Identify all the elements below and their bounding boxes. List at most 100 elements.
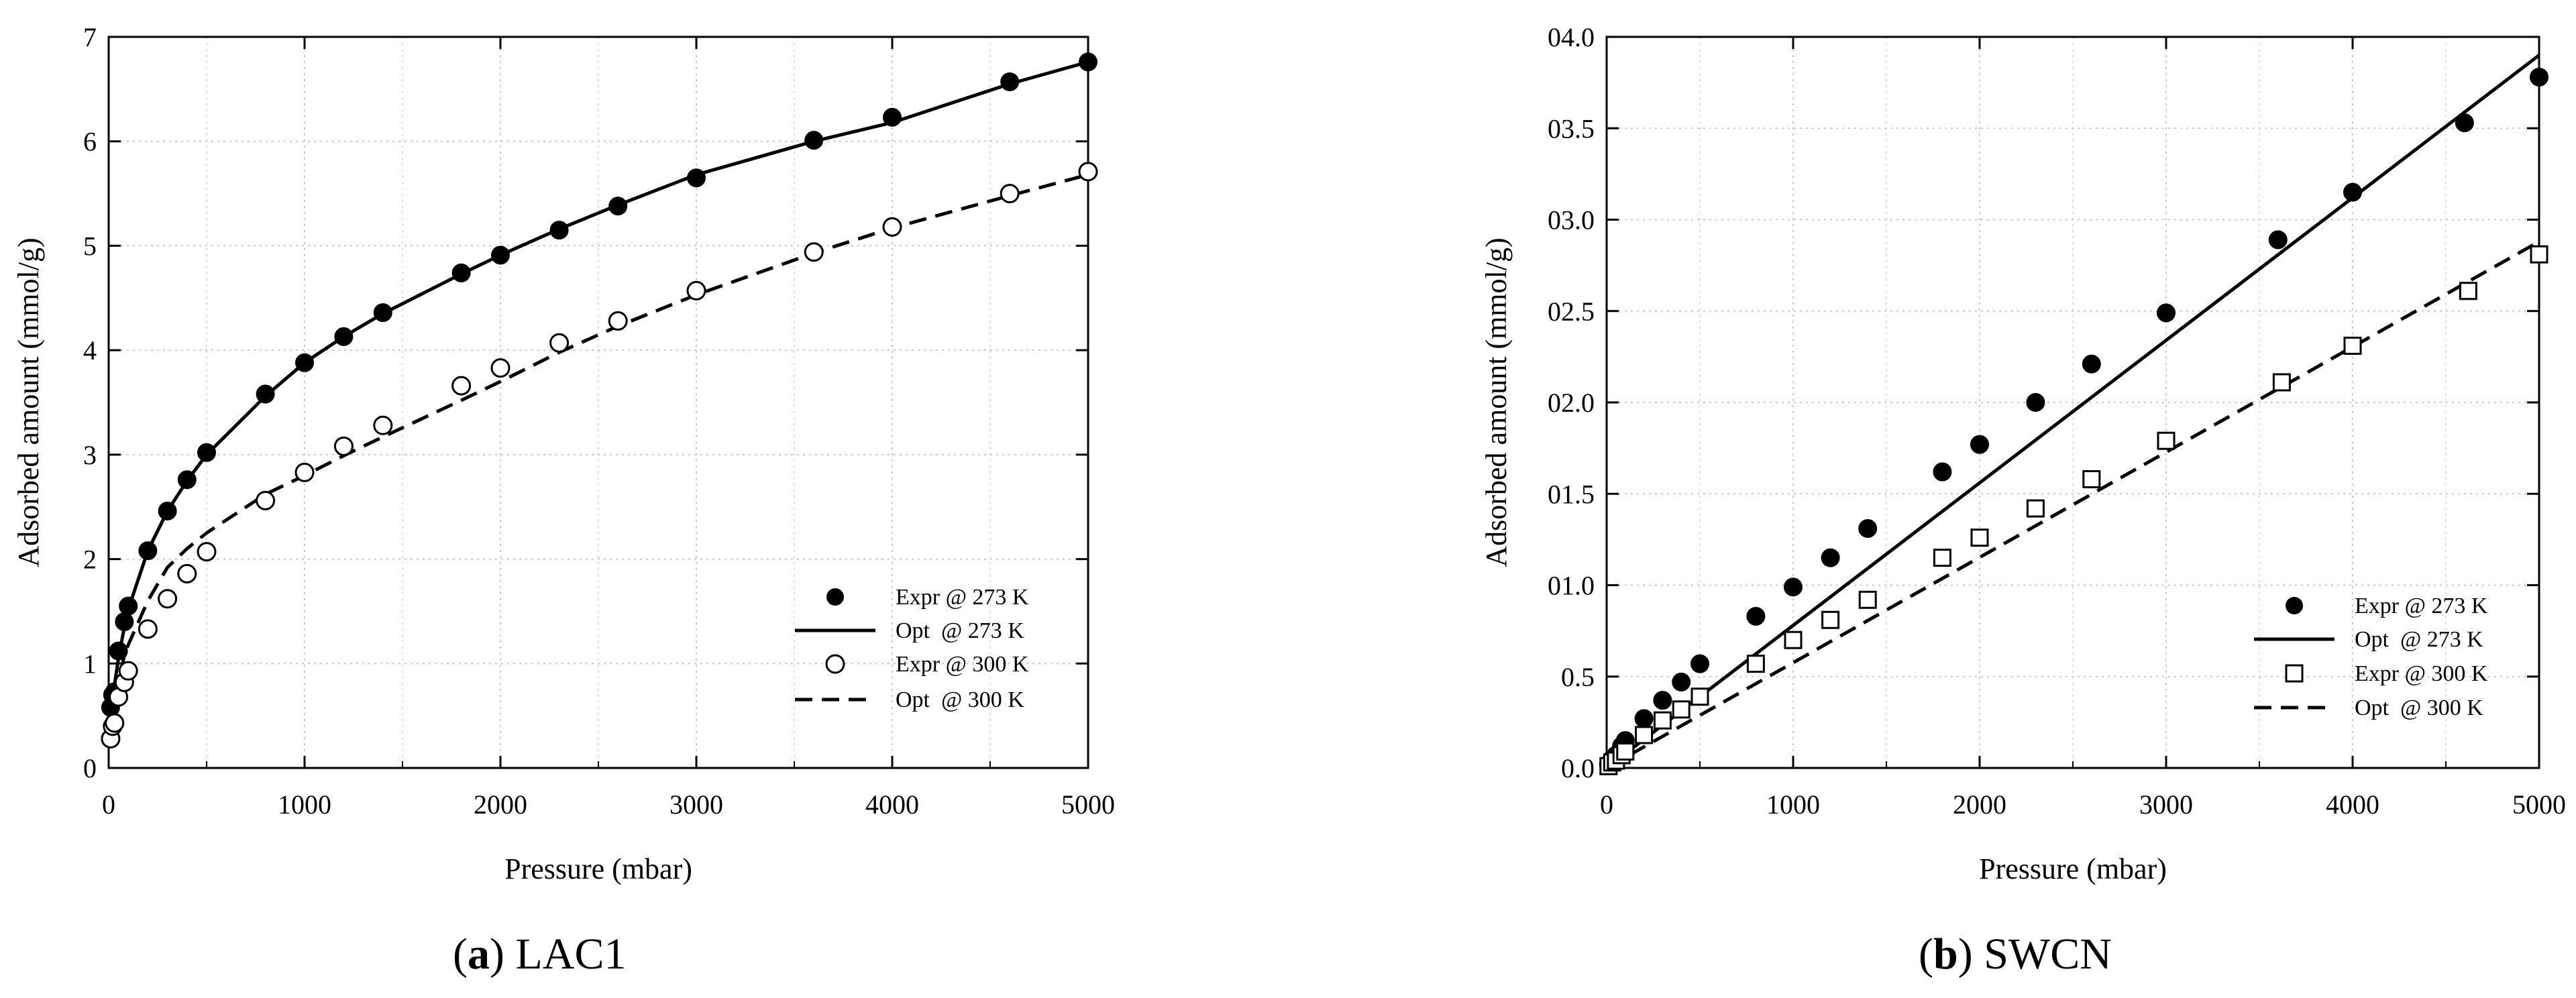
y-tick-label: 01.0 [1548, 571, 1595, 601]
data-point-300k [177, 563, 197, 584]
series-line-300k [109, 173, 1089, 727]
legend-marker-swatch [826, 588, 844, 606]
data-point-273k [1970, 435, 1989, 454]
data-point-273k [1690, 654, 1709, 673]
data-point-273k [2343, 182, 2362, 202]
x-axis-label: Pressure (mbar) [504, 852, 692, 885]
data-point-300k [1970, 529, 1989, 547]
legend-label: Expr @ 300 K [896, 652, 1029, 677]
y-tick-label: 02.0 [1548, 388, 1595, 418]
data-point-300k [1672, 700, 1690, 719]
legend-marker-swatch [2286, 597, 2303, 614]
y-tick-label: 3 [83, 440, 97, 470]
caption-text: SWCN [1984, 930, 2112, 979]
data-point-273k [1653, 691, 1672, 710]
data-point-300k [2272, 373, 2291, 392]
caption-letter: b [1933, 930, 1958, 979]
data-point-273k [197, 443, 216, 462]
data-point-300k [549, 333, 570, 353]
data-point-273k [1821, 548, 1840, 567]
legend-marker-swatch [2285, 664, 2304, 683]
data-point-273k [2455, 113, 2474, 133]
data-point-273k [115, 612, 134, 631]
data-point-300k [451, 376, 472, 396]
data-point-273k [1933, 462, 1952, 482]
data-point-300k [804, 242, 824, 262]
data-point-273k [1079, 52, 1097, 72]
caption-lac1: (a) LAC1 [453, 930, 627, 979]
y-tick-label: 5 [83, 231, 97, 261]
data-point-273k [256, 384, 275, 404]
legend-label: Opt @ 300 K [2355, 696, 2483, 720]
chart-swcn: 0 1000 2000 3000 4000 5000 0.0 0.5 01.0 01.5 02.0 0… [1480, 22, 2566, 885]
x-tick-label: 4000 [865, 789, 919, 820]
data-point-300k [1653, 711, 1672, 730]
data-point-300k [256, 490, 276, 510]
data-point-273k [2026, 393, 2045, 412]
y-tick-label: 6 [83, 127, 97, 157]
data-point-273k [883, 107, 902, 127]
data-point-273k [608, 197, 628, 216]
x-tick-label: 5000 [2512, 789, 2566, 820]
data-point-273k [109, 641, 128, 661]
data-point-300k [1000, 184, 1020, 204]
y-tick-label: 1 [83, 649, 97, 679]
y-tick-label: 0.5 [1561, 662, 1595, 692]
legend-marker-swatch [825, 654, 845, 674]
data-point-300k [1858, 590, 1877, 609]
data-point-300k [2157, 431, 2176, 450]
series-line-300k [1605, 240, 2540, 770]
data-point-273k [687, 168, 706, 188]
y-tick-label: 7 [83, 22, 97, 52]
x-axis-label: Pressure (mbar) [1979, 852, 2167, 885]
data-point-273k [491, 245, 510, 265]
y-tick-label: 2 [83, 545, 97, 575]
data-point-300k [490, 358, 511, 378]
data-point-300k [197, 542, 217, 562]
data-point-300k [1635, 726, 1654, 744]
x-tick-label: 1000 [278, 789, 331, 820]
legend-label: Opt @ 273 K [2355, 627, 2483, 652]
y-tick-label: 0.0 [1561, 753, 1595, 783]
data-point-300k [333, 436, 354, 456]
x-tick-label: 5000 [1061, 789, 1115, 820]
x-tick-label: 2000 [1953, 789, 2006, 820]
data-point-273k [2268, 230, 2288, 249]
x-tick-label: 3000 [2139, 789, 2193, 820]
data-point-273k [549, 221, 569, 240]
y-tick-label: 02.5 [1548, 296, 1595, 327]
data-point-300k [1784, 630, 1803, 649]
data-point-273k [804, 131, 824, 150]
legend-label: Expr @ 273 K [896, 585, 1029, 610]
data-point-273k [177, 470, 197, 490]
y-tick-label: 0 [83, 753, 97, 783]
legend-label: Expr @ 300 K [2355, 661, 2488, 686]
data-point-273k [2157, 303, 2176, 323]
y-tick-label: 04.0 [1548, 22, 1595, 52]
legend-label: Expr @ 273 K [2355, 594, 2488, 618]
x-tick-label: 0 [102, 789, 115, 820]
x-tick-label: 0 [1600, 789, 1613, 820]
data-point-300k [373, 415, 393, 435]
data-point-300k [882, 217, 902, 237]
data-point-300k [608, 311, 628, 331]
data-point-300k [1078, 162, 1098, 182]
data-point-300k [1616, 742, 1635, 761]
series-line-273k [1605, 54, 2540, 769]
x-tick-label: 1000 [1766, 789, 1820, 820]
data-point-273k [1858, 519, 1878, 539]
data-point-300k [2343, 337, 2362, 355]
y-axis-label: Adsorbed amount (mmol/g) [12, 237, 45, 567]
data-point-273k [158, 501, 177, 520]
data-point-273k [2082, 354, 2101, 374]
x-tick-label: 2000 [474, 789, 527, 820]
data-point-273k [295, 353, 314, 372]
y-tick-label: 03.5 [1548, 113, 1595, 144]
data-point-300k [1933, 549, 1951, 567]
chart-panel-swcn: 0 1000 2000 3000 4000 5000 0.0 0.5 01.0 01.5 02.0 0… [1472, 0, 2576, 929]
x-tick-label: 3000 [669, 789, 723, 820]
data-point-300k [118, 661, 138, 681]
data-point-300k [294, 462, 315, 482]
data-point-300k [138, 619, 158, 639]
chart-panel-lac1: 0 1000 2000 3000 4000 5000 0 1 2 3 4 5 6 7 Pressure (m… [0, 0, 1140, 929]
